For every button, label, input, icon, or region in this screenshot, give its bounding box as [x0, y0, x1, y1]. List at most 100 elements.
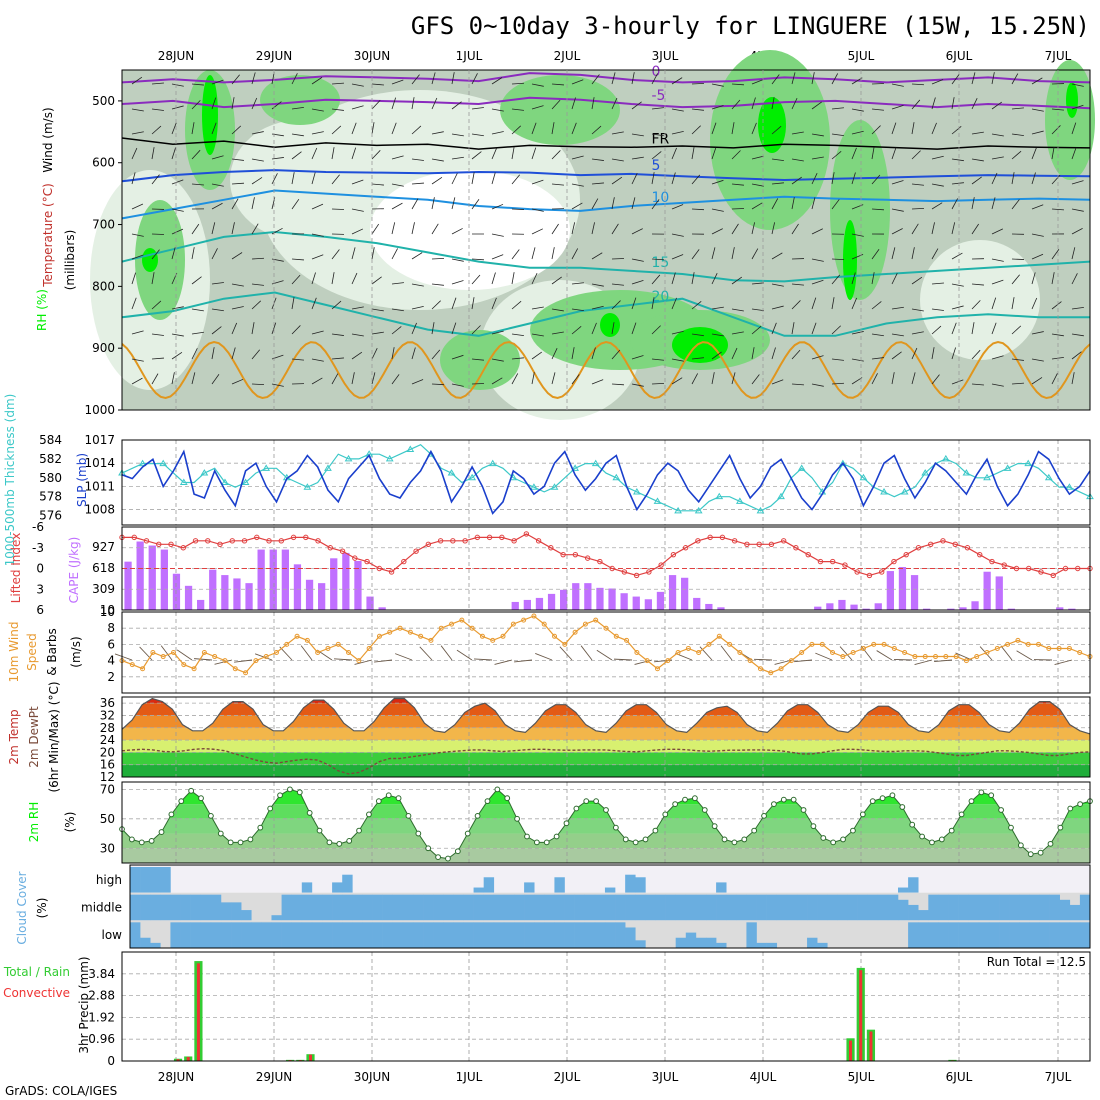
wind-barb — [511, 208, 525, 211]
cape-bar — [535, 597, 544, 610]
cloud-bar — [1009, 922, 1020, 948]
wind-barb — [731, 183, 744, 186]
wind-barb — [351, 272, 358, 285]
wind-barb — [231, 378, 244, 385]
date-label-bottom: 28JUN — [158, 1070, 195, 1084]
wind-barb — [831, 258, 845, 261]
wind-barb — [551, 223, 559, 235]
wind-barb — [951, 305, 964, 310]
wind-barb — [631, 156, 644, 160]
wind-barb — [351, 208, 364, 212]
wind-barb — [311, 330, 324, 335]
date-label-bottom: 30JUN — [354, 1070, 391, 1084]
wind-speed-point — [634, 650, 640, 655]
cloud-bar — [241, 910, 252, 921]
wind-barb — [1031, 331, 1044, 335]
wind-barb — [531, 208, 544, 212]
cloud-bar — [604, 894, 616, 921]
rh-point — [583, 798, 590, 805]
cape-bar — [632, 596, 640, 610]
rh-point — [780, 796, 787, 803]
cape-tick-label: 927 — [92, 540, 115, 554]
rh-point — [929, 839, 935, 846]
wind-barb — [711, 147, 717, 160]
wind-speed-point — [685, 645, 691, 651]
cloud-bar — [130, 867, 141, 893]
wind-speed-point — [315, 650, 321, 655]
wind-barb — [1071, 351, 1082, 360]
cloud-bar — [544, 894, 555, 921]
cloud-bar — [473, 894, 484, 921]
rh-saturated-area — [142, 248, 158, 272]
wind-speed-point — [129, 662, 135, 668]
wind-barb — [891, 351, 902, 360]
temperature-contour-label: 20 — [651, 289, 669, 305]
wind-barb — [571, 308, 584, 312]
rh-point — [603, 807, 609, 813]
cloud-bar — [423, 922, 434, 948]
rh-point — [879, 795, 886, 802]
precip-convective-bar — [176, 1059, 180, 1061]
lifted-index-point — [486, 534, 493, 541]
rh-point — [652, 827, 659, 834]
cape-bar — [1007, 608, 1015, 610]
wind-barb — [171, 147, 176, 160]
wind-barb — [491, 172, 496, 185]
wind-barb — [131, 330, 144, 335]
wind-barb — [851, 233, 864, 237]
surface-wind-barb — [334, 658, 353, 661]
lifted-index-point — [817, 558, 824, 565]
cloud-bar — [463, 922, 474, 948]
cloud-bar — [463, 894, 474, 921]
cape-bar — [898, 567, 907, 610]
rh-point — [771, 801, 777, 807]
wind-barb — [1071, 228, 1083, 235]
wind-barb — [271, 72, 275, 85]
rh-point — [158, 829, 165, 835]
rh-low-area — [920, 240, 1040, 360]
wind-barb — [691, 373, 699, 385]
cape-bar — [511, 601, 519, 610]
lifted-index-point — [1026, 565, 1032, 572]
wind-barb — [491, 131, 504, 135]
chart-title: GFS 0~10day 3-hourly for LINGUERE (15W, … — [411, 12, 1090, 40]
wind-barb — [731, 223, 739, 235]
wind-barb — [391, 374, 400, 385]
cloud-bar — [615, 894, 626, 921]
wind-barb — [211, 308, 224, 312]
lifted-index-point — [903, 551, 909, 558]
wind-barb — [311, 147, 318, 160]
wind-barb — [551, 276, 562, 285]
cape-bar — [838, 599, 846, 610]
wind-barb — [871, 125, 881, 135]
lifted-index-point — [719, 534, 726, 541]
wind-barb — [1011, 107, 1024, 110]
wind-barb — [351, 372, 355, 385]
wind-barb — [551, 150, 561, 160]
wind-barb — [671, 172, 676, 185]
cloud-bar — [625, 927, 636, 948]
cloud-bar — [867, 894, 879, 921]
wind-barb — [1011, 150, 1022, 160]
wind-barb — [911, 99, 921, 110]
lifted-index-point — [376, 565, 383, 572]
thickness-point — [900, 487, 909, 495]
wind-barb — [631, 322, 637, 335]
thickness-point — [262, 464, 271, 471]
cloud-bar — [524, 922, 535, 948]
rh-point — [277, 792, 283, 799]
cloud-bar — [544, 922, 555, 948]
rh-point — [435, 854, 441, 861]
cape-bar — [814, 606, 822, 610]
wind-barb — [431, 176, 443, 185]
rh-moist-area — [500, 75, 620, 145]
wind-speed-point — [912, 654, 918, 660]
wind-barb — [731, 331, 744, 335]
lifted-index-point — [523, 531, 530, 537]
cloud-bar — [332, 922, 343, 948]
precip-tick-label: 0.96 — [88, 1032, 115, 1046]
wind-barb — [131, 131, 144, 135]
wind-barb — [391, 122, 397, 135]
wind-barb — [831, 150, 842, 160]
wind-barb — [1031, 233, 1044, 237]
